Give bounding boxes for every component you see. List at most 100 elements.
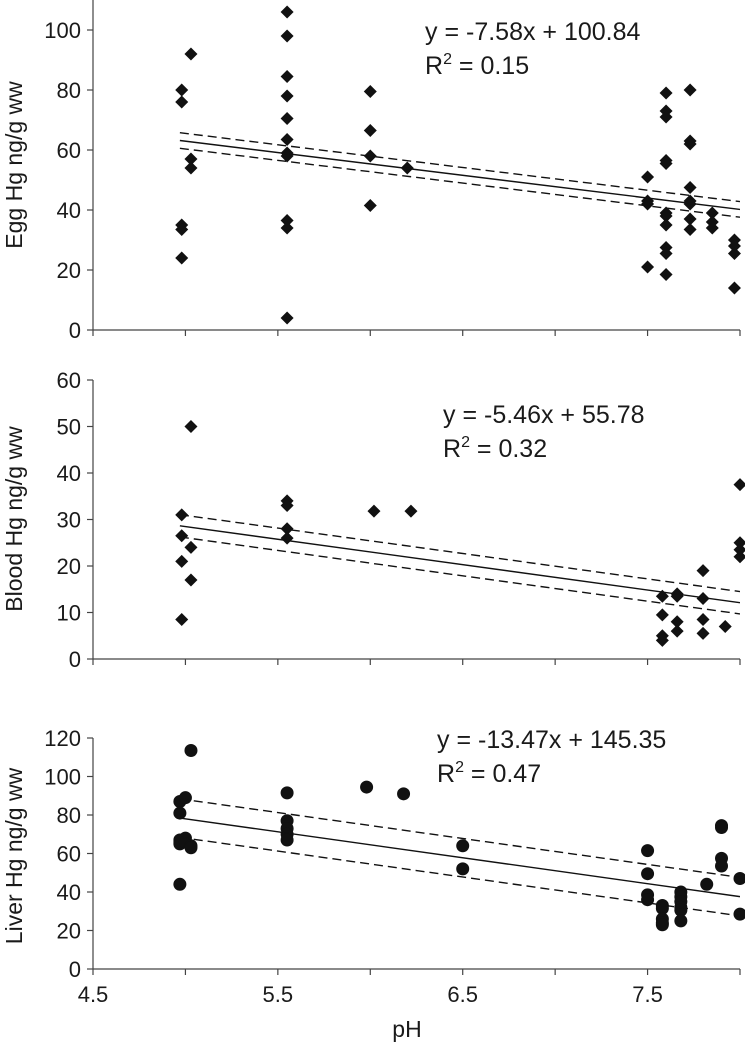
blood-fit-lines — [179, 513, 740, 615]
egg-y-tick-label: 80 — [57, 78, 81, 103]
egg-data-point — [175, 223, 189, 236]
egg-r2-value: = 0.15 — [452, 52, 529, 80]
egg-data-point — [683, 212, 697, 226]
egg-data-point — [727, 247, 741, 260]
egg-r2-prefix: R — [425, 52, 443, 80]
egg-data-point — [659, 86, 673, 100]
egg-data-point — [363, 149, 377, 163]
liver-data-point — [184, 841, 198, 855]
blood-data-point — [280, 531, 294, 545]
liver-data-point — [655, 918, 669, 932]
egg-data-point — [705, 221, 719, 235]
liver-data-point — [184, 744, 198, 758]
blood-data-point — [655, 608, 669, 622]
blood-ci-lower — [179, 536, 740, 615]
liver-r2-prefix: R — [437, 760, 455, 788]
liver-x-ticks: 4.5 5.5 6.5 7.5 — [78, 969, 741, 1007]
liver-data-point — [397, 787, 411, 801]
blood-y-axis-label: Blood Hg ng/g ww — [1, 426, 27, 612]
egg-data-point — [641, 197, 655, 211]
liver-ci-lower — [179, 836, 740, 917]
liver-y-tick-label: 60 — [57, 842, 81, 867]
blood-data-point — [184, 573, 198, 587]
liver-data-point — [674, 914, 688, 928]
egg-y-axis-label: Egg Hg ng/g ww — [1, 81, 27, 249]
blood-fit-line — [179, 525, 740, 604]
liver-y-tick-label: 100 — [44, 765, 81, 790]
egg-data-point — [659, 247, 673, 260]
egg-data-point — [659, 110, 673, 124]
liver-y-tick-label: 80 — [57, 803, 81, 828]
liver-y-tick-label: 40 — [57, 880, 81, 905]
liver-points — [173, 744, 745, 932]
egg-data-point — [683, 83, 697, 97]
x-tick-label: 6.5 — [447, 982, 478, 1007]
egg-data-point — [641, 260, 655, 274]
blood-data-point — [696, 592, 710, 606]
liver-y-axis-label: Liver Hg ng/g ww — [1, 767, 27, 944]
blood-panel: 0 10 20 30 40 50 60 Blood Hg ng/g ww y = -5.46… — [1, 368, 745, 672]
egg-data-point — [280, 133, 294, 146]
liver-panel: 0 20 40 60 80 100 120 4.5 5.5 6.5 7.5 Liver Hg ng… — [1, 726, 745, 1042]
blood-y-tick-label: 40 — [57, 461, 81, 486]
liver-data-point — [715, 859, 729, 873]
liver-data-point — [280, 786, 294, 800]
blood-r2-text: R2 = 0.32 — [443, 434, 547, 463]
blood-y-tick-label: 20 — [57, 554, 81, 579]
x-axis-label: pH — [392, 1016, 421, 1042]
liver-y-tick-label: 120 — [44, 726, 81, 751]
egg-data-point — [705, 206, 719, 220]
blood-data-point — [696, 612, 710, 626]
liver-fit-line — [179, 817, 740, 898]
liver-data-point — [700, 877, 714, 891]
blood-r2-sup: 2 — [461, 434, 470, 451]
blood-x-ticks — [92, 659, 741, 665]
liver-data-point — [641, 844, 655, 858]
egg-data-point — [280, 5, 294, 19]
egg-data-point — [683, 181, 697, 194]
egg-data-point — [683, 197, 697, 211]
blood-data-point — [670, 589, 684, 603]
egg-data-point — [659, 209, 673, 223]
egg-fit-line — [179, 139, 740, 211]
blood-data-point — [175, 612, 189, 626]
blood-data-point — [696, 564, 710, 578]
blood-data-point — [280, 522, 294, 536]
blood-r2-prefix: R — [443, 435, 461, 463]
liver-y-ticks: 0 20 40 60 80 100 120 — [44, 726, 93, 982]
blood-y-ticks: 0 10 20 30 40 50 60 — [57, 368, 93, 672]
liver-data-point — [674, 903, 688, 917]
egg-equation: y = -7.58x + 100.84 — [425, 18, 641, 46]
blood-data-point — [655, 633, 669, 647]
blood-data-point — [280, 499, 294, 513]
x-tick-label: 4.5 — [78, 982, 109, 1007]
liver-data-point — [360, 780, 374, 794]
egg-data-point — [280, 89, 294, 103]
egg-y-ticks: 0 20 40 60 80 100 — [44, 18, 93, 343]
blood-data-point — [733, 550, 745, 564]
liver-r2-sup: 2 — [455, 759, 464, 776]
blood-data-point — [184, 540, 198, 554]
blood-ci-upper — [179, 513, 740, 593]
egg-data-point — [659, 157, 673, 170]
liver-data-point — [733, 907, 745, 921]
egg-r2-text: R2 = 0.15 — [425, 51, 529, 80]
liver-data-point — [641, 867, 655, 881]
egg-data-point — [175, 251, 189, 265]
egg-y-tick-label: 20 — [57, 258, 81, 283]
liver-fit-lines — [179, 798, 740, 917]
blood-data-point — [184, 420, 198, 433]
egg-ci-lower — [179, 147, 740, 218]
blood-data-point — [404, 504, 418, 518]
x-tick-label: 5.5 — [263, 982, 294, 1007]
blood-data-point — [718, 619, 732, 633]
egg-data-point — [175, 95, 189, 109]
blood-y-tick-label: 10 — [57, 601, 81, 626]
x-tick-label: 7.5 — [632, 982, 663, 1007]
blood-data-point — [733, 478, 745, 492]
liver-r2-value: = 0.47 — [464, 760, 541, 788]
egg-y-tick-label: 100 — [44, 18, 81, 43]
egg-fit-lines — [179, 132, 740, 218]
egg-data-point — [280, 214, 294, 227]
